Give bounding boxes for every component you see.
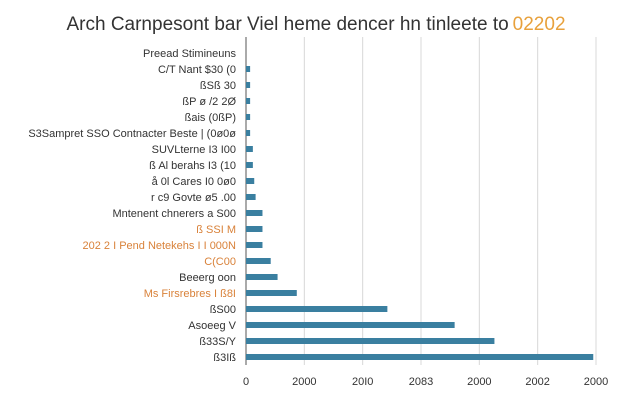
category-label: ß33S/Y (199, 336, 236, 348)
chart-title-main: Arch Carnpesont bar Viel heme dencer hn … (66, 14, 508, 35)
x-tick-label: 20I0 (352, 376, 373, 388)
category-label: S3Sampret SSO Contnacter Beste | (0ø0ø (28, 128, 236, 140)
bar (246, 98, 251, 104)
bar (246, 306, 388, 312)
category-label: Ms Firsrebres I ß8I (144, 288, 236, 300)
bar (246, 194, 256, 200)
x-tick-label: 2002 (525, 376, 549, 388)
x-tick-label: 2000 (292, 376, 316, 388)
bar (246, 354, 594, 360)
category-label: ßS00 (210, 304, 236, 316)
category-label: r c9 Govte ø5 .00 (151, 192, 236, 204)
chart-title-accent: 02202 (513, 14, 566, 35)
bar (246, 210, 263, 216)
category-label: ß Al berahs I3 (10 (149, 160, 236, 172)
category-label: ß SSI M (196, 224, 236, 236)
x-tick-label: 2000 (467, 376, 491, 388)
category-label: Beeerg oon (179, 272, 236, 284)
x-tick-label: 2000 (584, 376, 608, 388)
x-tick-labels: 0 2000 20I0 2083 2000 2002 2000 (243, 376, 608, 388)
bar (246, 66, 251, 72)
bars (246, 66, 594, 360)
category-label: SUVLterne I3 I00 (152, 144, 236, 156)
bar (246, 130, 251, 136)
chart-title: Arch Carnpesont bar Viel heme dencer hn … (66, 14, 565, 35)
bar (246, 274, 278, 280)
grid-lines (245, 37, 597, 365)
category-label: C/T Nant $30 (0 (158, 64, 236, 76)
bar (246, 226, 263, 232)
bar (246, 322, 455, 328)
category-label: ß3Iß (213, 352, 236, 364)
bar (246, 290, 297, 296)
category-label: C(C00 (204, 256, 236, 268)
bar (246, 82, 251, 88)
bar (246, 242, 263, 248)
category-label: ßais (0ßP) (185, 112, 236, 124)
bar (246, 162, 253, 168)
category-label: Asoeeg V (188, 320, 236, 332)
x-tick-label: 2083 (409, 376, 433, 388)
category-label: Preead Stimineuns (143, 48, 236, 60)
category-label: Mntenent chnerers a S00 (112, 208, 236, 220)
x-tick-label: 0 (243, 376, 249, 388)
category-label: ßP ø /2 2Ø (182, 96, 236, 108)
bar (246, 146, 253, 152)
bar (246, 338, 495, 344)
category-label: 202 2 I Pend Netekehs I I 000N (83, 240, 237, 252)
bar (246, 114, 251, 120)
category-label: ßSß 30 (200, 80, 236, 92)
bar (246, 178, 255, 184)
category-label: å 0l Cares I0 0ø0 (152, 176, 236, 188)
category-labels: Preead Stimineuns C/T Nant $30 (0 ßSß 30 ß… (28, 48, 236, 364)
bar (246, 258, 271, 264)
